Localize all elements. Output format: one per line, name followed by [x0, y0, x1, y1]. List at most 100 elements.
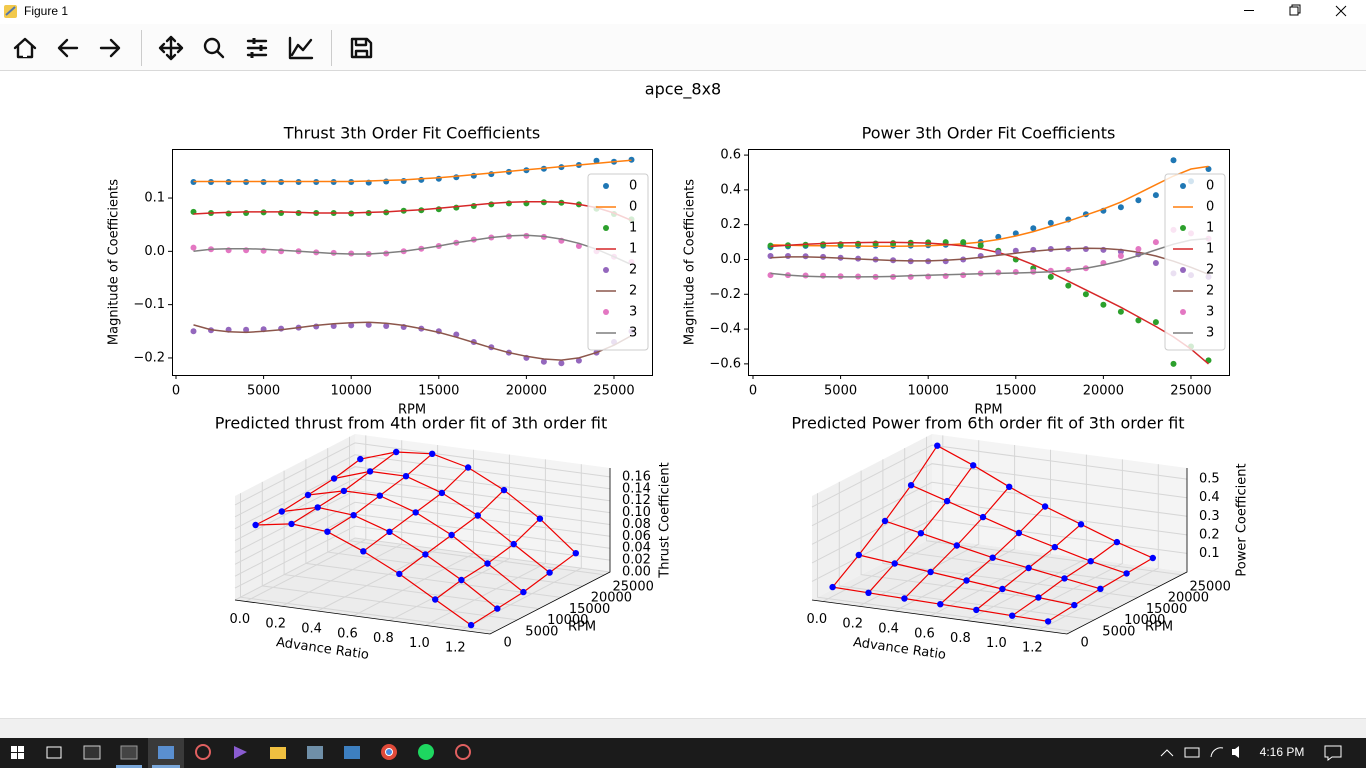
x-tick-label: 0.2 [265, 617, 286, 632]
legend-label: 2 [629, 284, 637, 299]
grid-line [894, 445, 1016, 612]
scatter-point [1152, 192, 1159, 199]
back-button[interactable] [57, 38, 79, 58]
y-tick-label: −0.4 [709, 322, 741, 337]
surface-point [396, 570, 403, 578]
taskbar-app[interactable] [418, 744, 434, 760]
axes-options-button[interactable] [288, 36, 314, 60]
scatter-point [1047, 273, 1054, 280]
surface-point [1009, 612, 1016, 619]
home-door [23, 50, 27, 57]
x-axis-label: RPM [974, 403, 1002, 418]
restore-icon [1289, 6, 1299, 16]
y-tick-label: 15000 [1146, 602, 1187, 617]
scatter-point [1135, 246, 1142, 252]
surface-point [917, 530, 925, 537]
grid-line [234, 466, 611, 530]
save-button[interactable] [350, 37, 373, 59]
z-tick-label: 0.08 [622, 517, 651, 532]
zoom-icon [203, 37, 221, 55]
surface-point [963, 577, 970, 584]
forward-button[interactable] [99, 38, 121, 58]
scatter-point [925, 273, 932, 280]
y-tick-label: 5000 [1102, 624, 1135, 639]
taskbar-app[interactable] [234, 746, 247, 759]
z-axis-label: Thrust Coefficient [658, 462, 673, 578]
taskbar-app[interactable] [83, 745, 101, 760]
surface-point [422, 551, 429, 558]
scatter-point [872, 240, 879, 247]
grid-line [234, 442, 611, 506]
x-tick-label: 1.0 [986, 636, 1007, 651]
scatter-point [435, 175, 442, 182]
scatter-point [1065, 282, 1072, 289]
scatter-point [767, 242, 774, 249]
legend-marker [603, 267, 609, 273]
surface-point [1041, 503, 1049, 510]
taskbar-app[interactable] [381, 744, 397, 760]
scatter-point [190, 244, 197, 251]
legend-label: 1 [1206, 221, 1214, 236]
x-tick-label: 0.4 [301, 622, 322, 637]
surface-point [393, 448, 400, 456]
system-tray[interactable] [1160, 746, 1239, 758]
pan-button[interactable] [158, 35, 184, 61]
surface-point [881, 517, 889, 525]
x-tick-label: 15000 [418, 384, 459, 399]
fit-line [193, 321, 632, 361]
start-button[interactable] [11, 746, 24, 759]
scatter-point [383, 323, 390, 329]
taskbar-app[interactable] [270, 747, 286, 759]
surface-point [484, 560, 491, 567]
y-tick-label: 20000 [1168, 591, 1209, 606]
zoom-button[interactable] [203, 37, 225, 59]
legend-label: 0 [1206, 179, 1214, 194]
back-pane [932, 434, 1187, 572]
taskbar-app[interactable] [195, 744, 211, 760]
zoom-handle [215, 49, 225, 59]
y-axis-label: RPM [1145, 620, 1173, 635]
surface-point [937, 601, 944, 608]
taskbar-app[interactable] [116, 745, 142, 768]
subplots-sliders [250, 38, 263, 58]
scatter-point [575, 357, 582, 364]
notification-button[interactable] [1324, 745, 1342, 761]
taskbar-app[interactable] [148, 738, 184, 768]
taskbar-app[interactable] [344, 746, 360, 759]
taskbar-app[interactable] [455, 744, 471, 760]
surface-point [252, 521, 259, 529]
subplots-button[interactable] [246, 38, 268, 58]
x-tick-label: 0.4 [878, 622, 899, 637]
axes-options-icon [288, 36, 314, 60]
toolbar [0, 24, 1366, 70]
y-tick-label: 0.1 [144, 191, 165, 206]
scatter-point [1030, 225, 1037, 232]
surface-point [1044, 618, 1052, 625]
z-tick-label: 0.16 [622, 469, 651, 484]
scatter-point [593, 157, 600, 164]
taskbar-app[interactable] [307, 746, 323, 759]
surface-point [907, 482, 915, 489]
close-button[interactable] [1335, 5, 1347, 17]
task-view-button[interactable] [46, 746, 62, 759]
legend-label: 3 [629, 326, 637, 341]
grid-line [858, 440, 980, 607]
surface-point [1006, 483, 1013, 490]
surface-point [953, 542, 960, 549]
scatter-point [488, 201, 495, 208]
home-button[interactable] [13, 37, 37, 59]
x-tick-label: 0.2 [842, 617, 863, 632]
surface-point [340, 487, 348, 495]
x-tick-label: 5000 [824, 384, 857, 399]
scatter-point [278, 248, 285, 255]
scatter-point [1047, 219, 1054, 226]
restore-button[interactable] [1289, 4, 1301, 16]
y-tick-label: −0.1 [133, 297, 165, 312]
x-tick-label: 0.8 [950, 631, 971, 646]
grid-line [860, 470, 1117, 610]
legend-label: 2 [1206, 284, 1214, 299]
terminal-icon [120, 745, 138, 760]
scatter-point [278, 210, 285, 216]
explorer-icon [270, 747, 286, 759]
scatter-point [453, 204, 460, 211]
